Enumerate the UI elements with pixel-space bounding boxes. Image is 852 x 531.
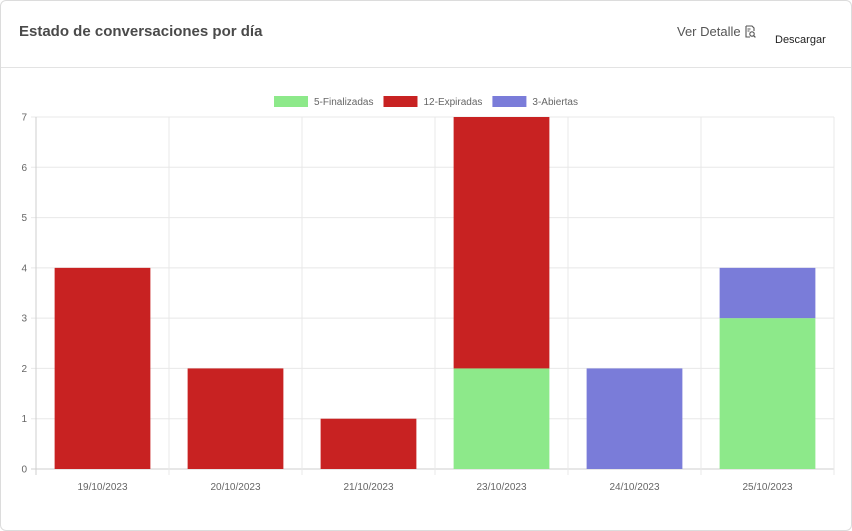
y-axis: 0 1 2 3 4 5 6 7: [21, 113, 27, 476]
y-tick-label: 3: [21, 314, 27, 325]
x-tick-label: 19/10/2023: [77, 482, 127, 493]
ver-detalle-label: Ver Detalle: [677, 24, 741, 39]
legend-item[interactable]: 5-Finalizadas: [274, 96, 373, 108]
bar-segment[interactable]: [719, 318, 816, 469]
x-tick-label: 23/10/2023: [476, 482, 526, 493]
legend-item[interactable]: 12-Expiradas: [383, 96, 482, 108]
y-tick-label: 6: [21, 163, 27, 174]
legend-label: 3-Abiertas: [532, 97, 578, 108]
bar-segment[interactable]: [453, 117, 550, 369]
y-tick-label: 7: [21, 113, 27, 124]
y-tick-label: 0: [21, 465, 27, 476]
card-header: Estado de conversaciones por día Ver Det…: [1, 1, 851, 68]
chart-title: Estado de conversaciones por día: [19, 23, 263, 40]
x-tick-label: 24/10/2023: [609, 482, 659, 493]
chart-legend: 5-Finalizadas 12-Expiradas 3-Abiertas: [274, 96, 578, 108]
chart-bars: [54, 117, 816, 469]
y-tick-label: 5: [21, 213, 27, 224]
x-tick-label: 25/10/2023: [742, 482, 792, 493]
legend-label: 5-Finalizadas: [314, 97, 373, 108]
search-document-icon: [745, 25, 756, 38]
legend-label: 12-Expiradas: [423, 97, 482, 108]
ver-detalle-link[interactable]: Ver Detalle: [677, 24, 756, 39]
download-button[interactable]: Descargar: [767, 29, 834, 51]
bar-segment[interactable]: [453, 368, 550, 469]
y-tick-label: 2: [21, 364, 27, 375]
x-tick-label: 21/10/2023: [343, 482, 393, 493]
y-tick-label: 4: [21, 263, 27, 274]
legend-swatch: [274, 96, 309, 107]
legend-swatch: [383, 96, 418, 107]
x-axis: 19/10/2023 20/10/2023 21/10/2023 23/10/2023…: [77, 482, 792, 493]
bar-segment[interactable]: [586, 368, 683, 469]
legend-item[interactable]: 3-Abiertas: [492, 96, 578, 108]
bar-segment[interactable]: [320, 418, 417, 469]
bar-segment[interactable]: [54, 267, 151, 469]
bar-segment[interactable]: [187, 368, 284, 469]
chart-grid: [31, 116, 835, 475]
legend-swatch: [492, 96, 527, 107]
bar-segment[interactable]: [719, 267, 816, 319]
y-tick-label: 1: [21, 414, 27, 425]
x-tick-label: 20/10/2023: [210, 482, 260, 493]
